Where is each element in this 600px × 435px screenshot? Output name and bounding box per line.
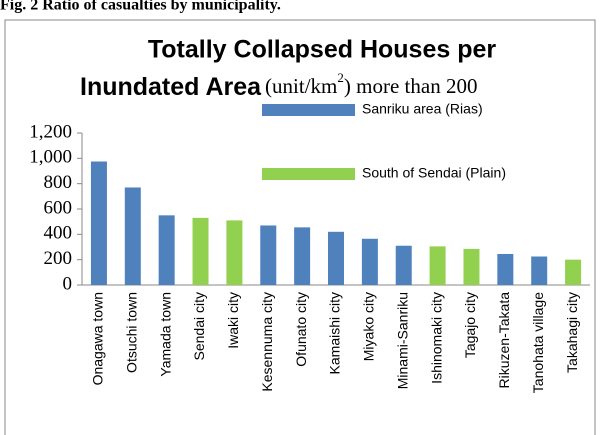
chart-frame — [4, 19, 596, 435]
x-tick-label: Miyako city — [361, 292, 377, 361]
bar — [124, 187, 141, 285]
x-tick-label: Ofunato city — [293, 292, 309, 367]
bar — [260, 225, 277, 285]
bar — [158, 215, 175, 285]
bar — [497, 253, 514, 285]
chart-title: Inundated Area — [80, 73, 262, 101]
bar — [192, 217, 209, 285]
x-tick-label: Ishinomaki city — [428, 292, 444, 384]
legend-label: South of Sendai (Plain) — [362, 165, 506, 181]
legend-swatch — [262, 168, 355, 180]
y-tick-label: 800 — [44, 172, 73, 193]
x-tick-label: Tanohata village — [530, 292, 546, 393]
x-tick-label: Otsuchi town — [124, 292, 140, 373]
bar — [328, 231, 344, 285]
y-tick-label: 1,200 — [29, 121, 72, 142]
x-tick-label: Onagawa town — [90, 292, 106, 385]
x-tick-label: Kesennuma city — [259, 292, 275, 392]
caption: Fig. 2 Ratio of casualties by municipali… — [0, 0, 281, 14]
x-tick-label: Rikuzen-Takata — [496, 292, 512, 389]
x-tick-label: Iwaki city — [225, 292, 241, 349]
bar — [429, 246, 446, 285]
title-line: Inundated Area (unit/km2) more than 200 — [80, 70, 477, 101]
bar — [395, 245, 412, 285]
bar — [565, 259, 582, 285]
x-tick-label: Minami-Sanriku — [394, 292, 410, 389]
y-tick-label: 0 — [63, 273, 73, 294]
y-tick-label: 600 — [44, 197, 73, 218]
x-tick-label: Kamaishi city — [327, 292, 343, 374]
subtitle: ) more than 200 — [344, 74, 478, 98]
subtitle-sup: 2 — [337, 70, 344, 85]
legend-label: Sanriku area (Rias) — [362, 101, 483, 117]
y-tick-label: 400 — [44, 223, 73, 244]
x-tick-label: Takahagi city — [564, 292, 580, 373]
subtitle: (unit/km — [265, 74, 337, 98]
y-tick-label: 1,000 — [29, 147, 72, 168]
bar — [531, 256, 548, 285]
bar — [361, 238, 378, 285]
bar — [90, 161, 107, 285]
chart-title: Totally Collapsed Houses per — [148, 36, 497, 64]
bar — [294, 227, 311, 285]
y-tick-label: 200 — [44, 248, 73, 269]
bar — [463, 248, 480, 285]
x-tick-label: Sendai city — [191, 292, 207, 360]
legend-swatch — [262, 104, 355, 116]
bar — [226, 220, 243, 285]
x-tick-label: Yamada town — [157, 292, 173, 377]
x-tick-label: Tagajo city — [462, 292, 478, 358]
